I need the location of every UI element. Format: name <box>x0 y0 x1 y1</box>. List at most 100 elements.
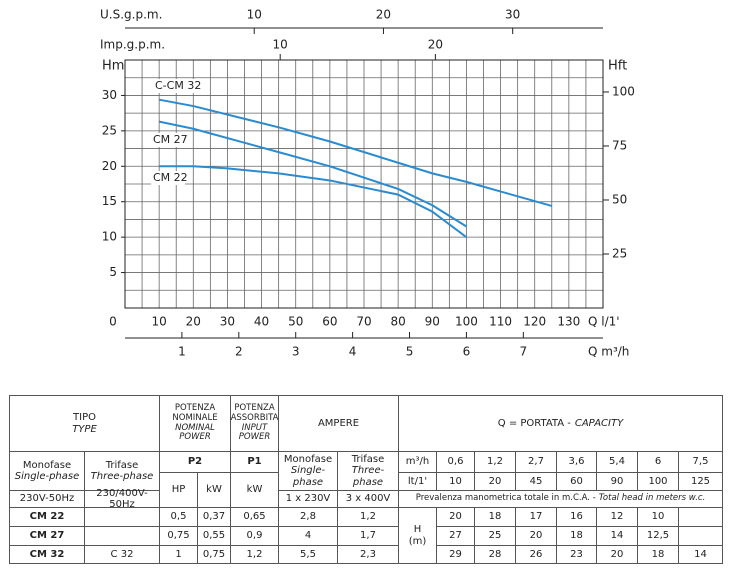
axis-label: U.S.g.p.m. <box>100 8 162 22</box>
cell-text: 20 <box>449 511 462 523</box>
table-cell: 4 <box>278 526 338 546</box>
cell-text: 100 <box>648 475 668 487</box>
cell-text: 18 <box>570 530 583 542</box>
cell-text: Trifase <box>105 459 139 471</box>
cell-text: 5,4 <box>609 456 625 468</box>
table-cell: H (m) <box>398 507 437 564</box>
table-cell: 20 <box>474 472 516 491</box>
table-cell: 0,75 <box>197 545 231 564</box>
cell-text: 4 <box>304 530 312 542</box>
table-cell: 17 <box>515 507 557 527</box>
cell-text: 45 <box>529 475 543 487</box>
table-cell: 1 x 230V <box>278 490 338 508</box>
cell-text: 230/400V-50Hz <box>96 487 148 511</box>
axis-tick-label: 2 <box>235 345 243 359</box>
table-cell: 0,37 <box>197 507 231 527</box>
header-cell: POTENZA NOMINALE NOMINAL POWER <box>159 395 231 452</box>
cell-text: Total head in meters w.c. <box>598 493 706 504</box>
axis-tick-label: 6 <box>463 345 471 359</box>
cell-text: 0,75 <box>202 548 226 560</box>
cell-text: Q = PORTATA - <box>497 417 571 429</box>
x-tick-label: 30 <box>220 315 235 329</box>
table-cell <box>84 526 160 546</box>
cell-text: Single-phase <box>290 465 326 488</box>
table-cell: Trifase Three-phase <box>84 451 160 491</box>
table-cell: 0,75 <box>159 526 198 546</box>
table-cell <box>678 507 723 527</box>
x-tick-label: 90 <box>425 315 440 329</box>
table-cell: C 32 <box>84 545 160 564</box>
x-tick-label: 100 <box>455 315 478 329</box>
cell-text: P2 <box>187 456 203 468</box>
y2-tick-label: 25 <box>612 246 627 260</box>
axis-tick-label: 3 <box>292 345 300 359</box>
table-cell: 29 <box>436 545 475 564</box>
table-cell: CM 32 <box>9 545 85 564</box>
cell-text: NOMINAL POWER <box>175 422 215 443</box>
header-cell: POTENZA ASSORBITA INPUT POWER <box>230 395 279 452</box>
table-cell: P2 <box>159 451 231 473</box>
cell-text: TYPE <box>72 423 97 435</box>
table-cell: 100 <box>637 472 679 491</box>
curve <box>159 165 468 238</box>
table-cell: 20 <box>515 526 557 546</box>
cell-text: 2,8 <box>300 511 316 523</box>
x-axis-label: Q l/1' <box>588 315 620 329</box>
axis-tick-label: 10 <box>273 38 288 52</box>
x-tick-label: 80 <box>391 315 406 329</box>
table-cell: 10 <box>436 472 475 491</box>
table-cell: 0,5 <box>159 507 198 527</box>
cell-text: POTENZA NOMINALE <box>172 402 218 423</box>
table-cell <box>678 526 723 546</box>
cell-text: INPUT POWER <box>238 422 271 443</box>
cell-text: 27 <box>449 530 462 542</box>
table-cell: Prevalenza manometrica totale in m.C.A. … <box>398 490 723 508</box>
table-cell: 23 <box>556 545 597 564</box>
x-tick-label: 50 <box>288 315 303 329</box>
cell-text: Single-phase <box>14 471 80 482</box>
cell-text: 26 <box>529 548 543 560</box>
y-tick-label: 25 <box>102 123 117 137</box>
cell-text: 14 <box>694 548 707 560</box>
axis-tick-label: 5 <box>406 345 414 359</box>
table-cell: 20 <box>436 507 475 527</box>
cell-text: m³/h <box>405 456 430 468</box>
y-tick-label: 15 <box>102 194 117 208</box>
table-cell: 12 <box>596 507 638 527</box>
cell-text: Monofase <box>22 459 72 471</box>
cell-text: 0,65 <box>243 511 266 523</box>
table-cell: 12,5 <box>637 526 679 546</box>
table-cell: HP <box>159 472 198 508</box>
table-cell: 14 <box>596 526 638 546</box>
cell-text: 25 <box>488 530 502 542</box>
cell-text: CM 22 <box>29 511 65 523</box>
cell-text: kW <box>206 484 222 496</box>
cell-text: 1,2 <box>487 456 503 468</box>
cell-text: 1 <box>175 548 182 560</box>
table-cell: m³/h <box>398 451 437 473</box>
header-cell: TIPO TYPE <box>9 395 160 452</box>
cell-text: kW <box>246 484 263 496</box>
x-tick-label: 60 <box>322 315 337 329</box>
plot-frame <box>124 59 604 309</box>
x-tick-label: 40 <box>254 315 269 329</box>
table-cell: 5,5 <box>278 545 338 564</box>
table-cell: Monofase Single-phase <box>9 451 85 491</box>
table-cell: lt/1' <box>398 472 437 491</box>
y-tick-label: 5 <box>109 265 117 279</box>
table-cell: 5,4 <box>596 451 638 473</box>
table-cell: CM 27 <box>9 526 85 546</box>
cell-text: POTENZA ASSORBITA <box>230 402 279 423</box>
x-tick-label: 130 <box>557 315 580 329</box>
cell-text: Three-phase <box>90 471 154 482</box>
cell-text: 230V-50Hz <box>19 493 75 505</box>
axis-tick-label: 30 <box>505 8 520 22</box>
table-cell: 26 <box>515 545 557 564</box>
cell-text: 18 <box>651 548 665 560</box>
cell-text: 3,6 <box>568 456 585 468</box>
table-cell: 25 <box>474 526 516 546</box>
table-cell: 230V-50Hz <box>9 490 85 508</box>
cell-text: Prevalenza manometrica totale in m.C.A. … <box>415 493 596 504</box>
table-cell: 20 <box>596 545 638 564</box>
